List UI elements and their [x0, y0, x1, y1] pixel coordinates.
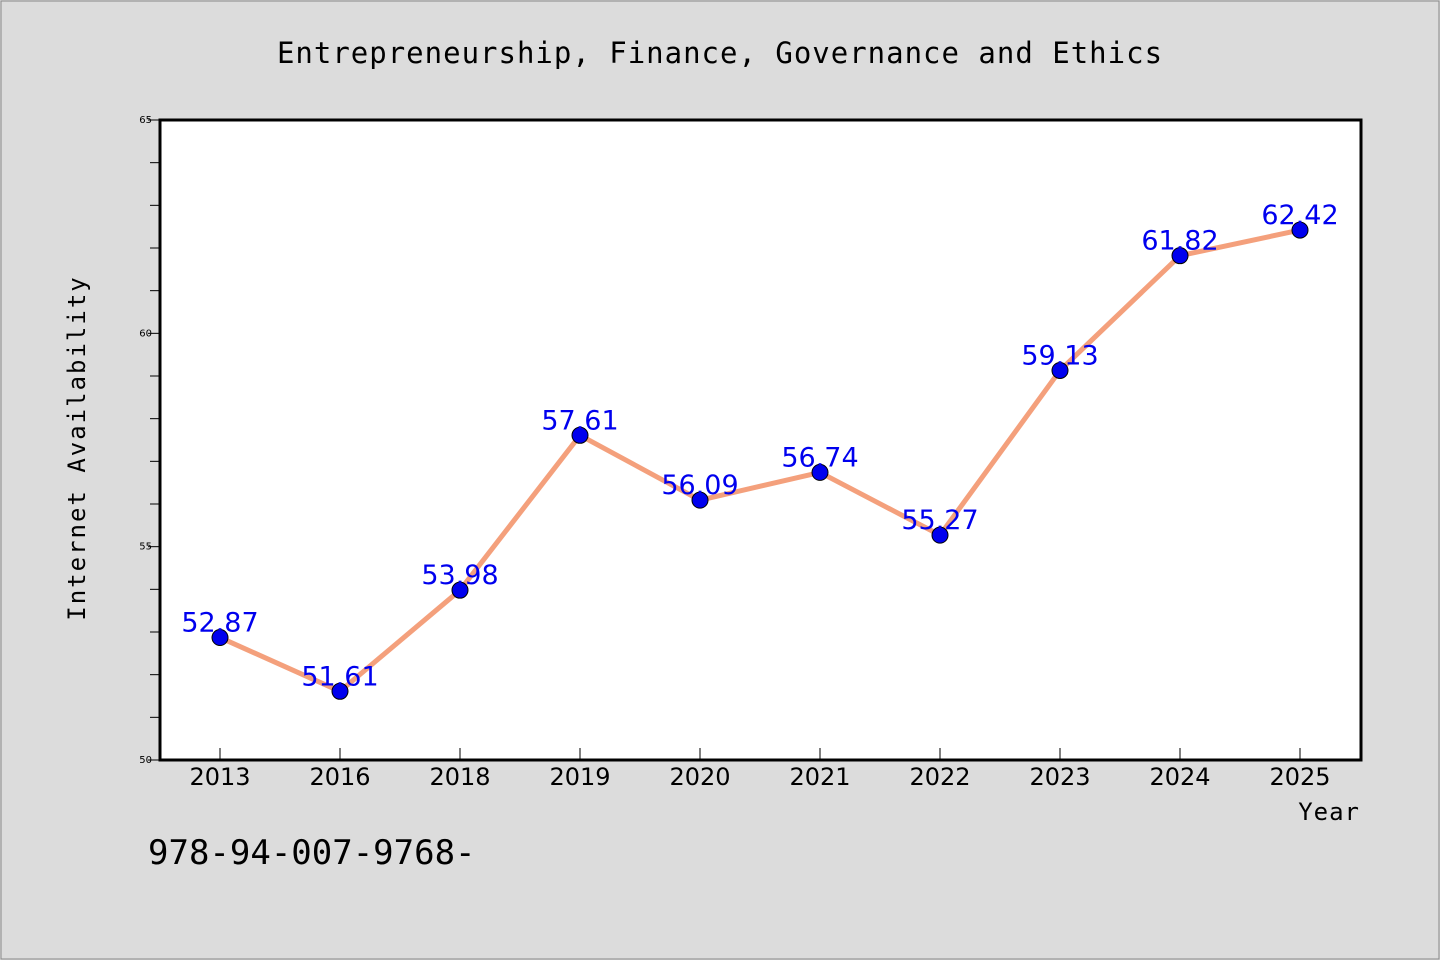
series-layer: 52.87 51.61 53.98 57.61 56.09 56.74 55.27 59.13…: [181, 200, 1339, 700]
data-point: [211, 629, 229, 647]
data-point: [811, 463, 829, 481]
plot-area: [160, 120, 1361, 760]
y-axis-label: Internet Availability: [63, 275, 91, 620]
data-point: [691, 491, 709, 509]
data-label: 57.61: [541, 405, 618, 436]
data-point: [451, 581, 469, 599]
x-tick-label: 2013: [189, 763, 250, 791]
data-label: 62.42: [1261, 200, 1338, 231]
data-label: 52.87: [181, 608, 258, 639]
x-tick-label: 2024: [1149, 763, 1210, 791]
data-label: 56.09: [661, 470, 738, 501]
y-tick-label: 65: [139, 115, 152, 126]
y-axis: 50 55 60 65: [139, 115, 160, 766]
data-label: 53.98: [421, 560, 498, 591]
data-label: 56.74: [781, 442, 858, 473]
data-point: [1051, 361, 1069, 379]
y-tick-label: 50: [139, 755, 152, 766]
plot-frame: [158, 118, 1363, 762]
x-tick-label: 2019: [549, 763, 610, 791]
footnote-isbn: 978-94-007-9768-: [148, 833, 476, 873]
data-label: 51.61: [301, 661, 378, 692]
x-tick-label: 2021: [789, 763, 850, 791]
data-label: 55.27: [901, 505, 978, 536]
x-tick-label: 2025: [1269, 763, 1330, 791]
data-point: [571, 426, 589, 444]
data-point: [931, 526, 949, 544]
x-axis-label: Year: [1298, 798, 1360, 826]
data-label: 59.13: [1021, 340, 1098, 371]
x-tick-label: 2022: [909, 763, 970, 791]
data-point: [331, 682, 349, 700]
x-tick-label: 2023: [1029, 763, 1090, 791]
chart-title: Entrepreneurship, Finance, Governance an…: [277, 36, 1163, 70]
x-tick-label: 2020: [669, 763, 730, 791]
y-tick-label: 55: [139, 542, 152, 553]
x-axis: 2013 2016 2018 2019 2020 2021 2022 2023 2024 2025: [189, 748, 1331, 791]
series-line: [217, 227, 1303, 694]
x-tick-label: 2018: [429, 763, 490, 791]
data-point: [1291, 221, 1309, 239]
y-tick-label: 60: [139, 328, 152, 339]
x-tick-label: 2016: [309, 763, 370, 791]
data-label: 61.82: [1141, 226, 1218, 257]
data-point: [1171, 247, 1189, 265]
